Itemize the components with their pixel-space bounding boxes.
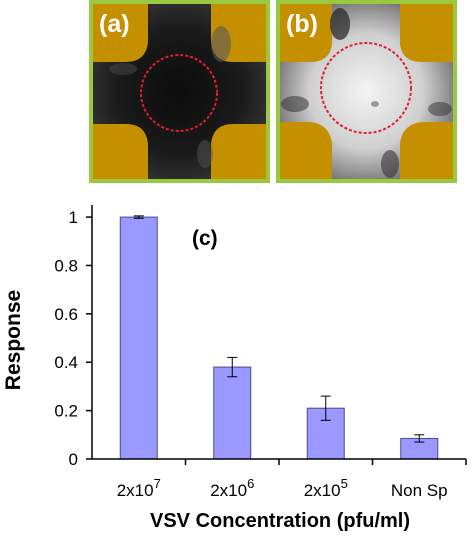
bar (213, 366, 252, 460)
x-axis-ticks: 2x107 2x106 2x105 Non Sp (117, 459, 467, 500)
panel-label-c: (c) (192, 227, 218, 250)
y-tick-label: 0.2 (54, 402, 78, 421)
bars (119, 216, 439, 460)
y-axis-label: Response (2, 290, 25, 390)
x-tick-label: 2x105 (304, 476, 348, 500)
y-tick-label: 0.4 (54, 353, 78, 372)
panel-label-a: (a) (99, 10, 130, 38)
y-axis-ticks: 0 0.2 0.4 0.6 0.8 1 (54, 208, 92, 469)
y-tick-label: 0.8 (54, 256, 78, 275)
x-tick-label: 2x106 (210, 476, 254, 500)
y-tick-label: 0.6 (54, 305, 78, 324)
x-tick-label: Non Sp (391, 481, 448, 500)
x-axis-label: VSV Concentration (pfu/ml) (150, 510, 410, 532)
x-tick-label: 2x107 (117, 476, 161, 500)
panel-label-b: (b) (286, 10, 318, 38)
micrograph-panel-a: (a) (89, 0, 270, 183)
error-bar (414, 434, 425, 443)
response-bar-chart: 0 0.2 0.4 0.6 0.8 1 2x107 2x106 2x105 Non Sp (c)… (2, 205, 467, 532)
micrograph-image-a (93, 4, 266, 179)
error-bar (133, 215, 144, 219)
y-tick-label: 1 (69, 208, 78, 227)
y-tick-label: 0 (69, 450, 78, 469)
error-bar (320, 395, 331, 421)
error-bars (133, 215, 425, 443)
micrograph-panel-b: (b) (276, 0, 457, 183)
error-bar (227, 356, 238, 378)
bar (119, 216, 158, 460)
micrograph-image-b (280, 4, 453, 179)
